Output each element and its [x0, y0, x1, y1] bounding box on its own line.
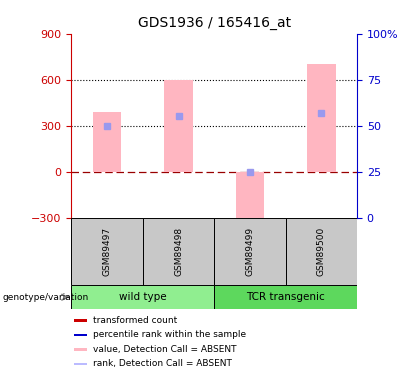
Text: percentile rank within the sample: percentile rank within the sample	[93, 330, 246, 339]
Text: transformed count: transformed count	[93, 316, 177, 325]
Bar	[74, 348, 87, 351]
Bar	[74, 319, 87, 322]
Bar	[93, 112, 121, 172]
Text: wild type: wild type	[119, 292, 167, 302]
Text: TCR transgenic: TCR transgenic	[246, 292, 325, 302]
Bar	[71, 217, 143, 285]
Text: value, Detection Call = ABSENT: value, Detection Call = ABSENT	[93, 345, 236, 354]
Text: rank, Detection Call = ABSENT: rank, Detection Call = ABSENT	[93, 360, 232, 369]
Bar	[74, 333, 87, 336]
Title: GDS1936 / 165416_at: GDS1936 / 165416_at	[138, 16, 291, 30]
Bar	[74, 363, 87, 365]
Bar	[236, 172, 264, 217]
Bar	[143, 217, 214, 285]
Text: GSM89500: GSM89500	[317, 226, 326, 276]
Bar	[164, 80, 193, 172]
Bar	[214, 217, 286, 285]
Bar	[71, 285, 214, 309]
Text: GSM89497: GSM89497	[102, 226, 112, 276]
Bar	[307, 64, 336, 172]
Bar	[214, 285, 357, 309]
Text: GSM89499: GSM89499	[245, 226, 255, 276]
Bar	[286, 217, 357, 285]
Text: GSM89498: GSM89498	[174, 226, 183, 276]
Text: genotype/variation: genotype/variation	[2, 292, 88, 302]
